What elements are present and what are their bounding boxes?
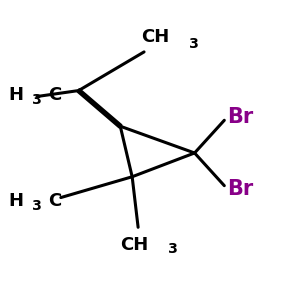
Text: CH: CH [141,28,169,46]
Text: 3: 3 [189,37,199,51]
Text: C: C [48,191,62,209]
Text: 3: 3 [32,93,41,107]
Text: 3: 3 [168,242,178,256]
Text: CH: CH [120,236,148,254]
Text: H: H [9,191,24,209]
Text: Br: Br [227,107,254,127]
Text: H: H [9,86,24,104]
Text: C: C [48,86,62,104]
Text: Br: Br [227,178,254,199]
Text: 3: 3 [32,199,41,213]
